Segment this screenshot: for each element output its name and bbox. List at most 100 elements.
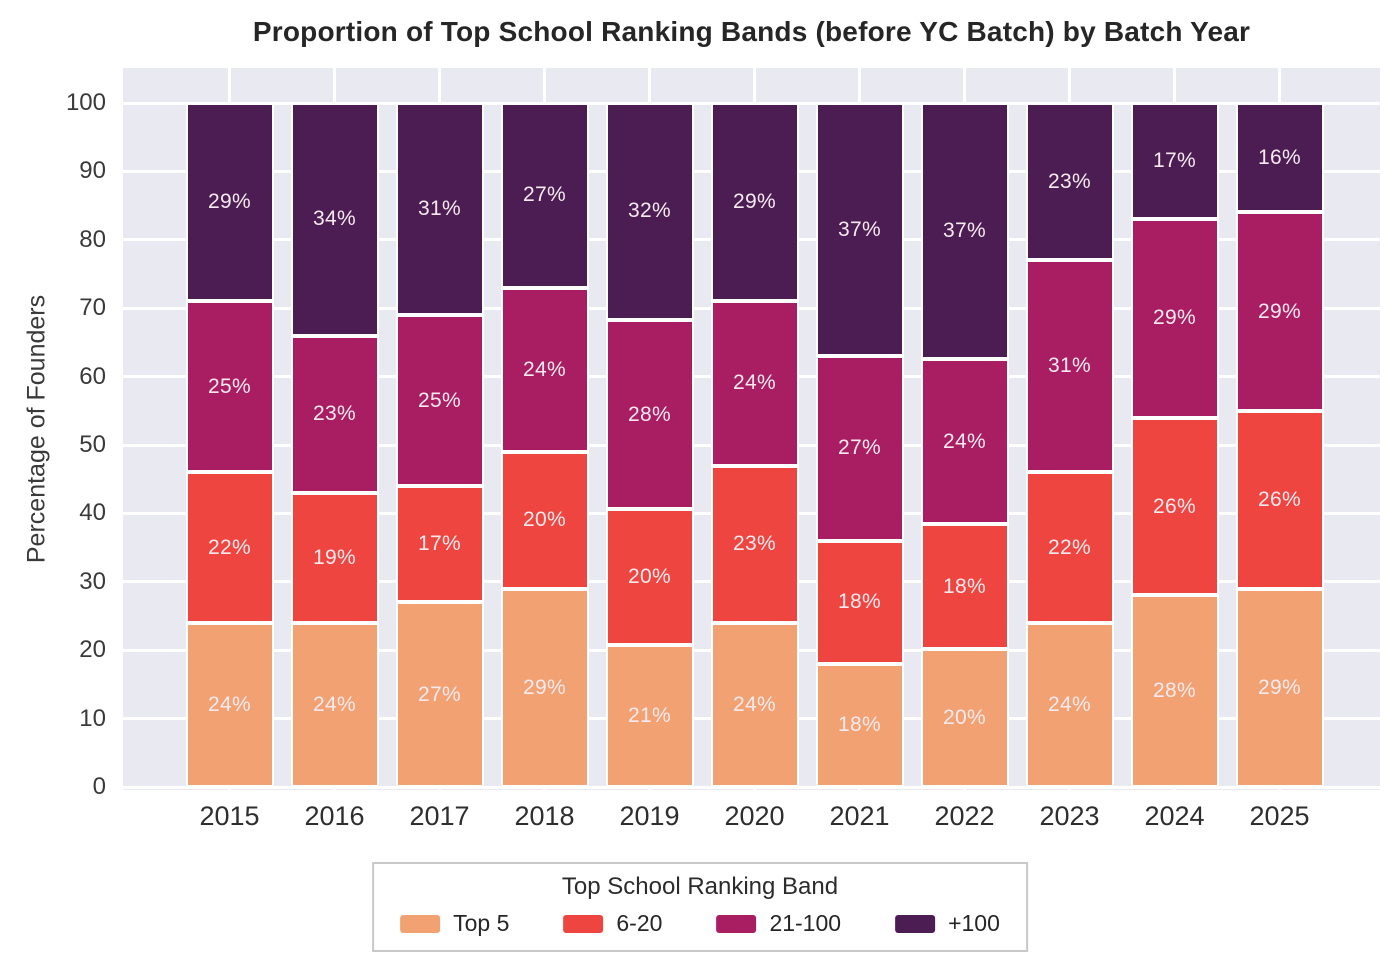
bar-value-label: 31%	[418, 197, 461, 221]
bar-value-label: 23%	[733, 532, 776, 556]
bar-value-label: 24%	[733, 371, 776, 395]
bar-segment-21-100: 28%	[605, 319, 694, 510]
y-tick-label: 30	[79, 567, 106, 595]
y-tick-label: 20	[79, 636, 106, 664]
x-tick-label: 2022	[934, 801, 995, 831]
x-tick-label: 2025	[1249, 801, 1310, 831]
x-tick-label: 2015	[199, 801, 260, 831]
x-tick-label: 2017	[409, 801, 470, 831]
bar-2023: 24% 22% 31% 23%	[1025, 103, 1114, 787]
bar-value-label: 25%	[208, 374, 251, 398]
bar-segment-top-5: 24%	[290, 622, 379, 787]
bar-2021: 18% 18% 27% 37%	[815, 103, 904, 787]
bar-segment-6-20: 26%	[1235, 410, 1324, 589]
y-tick-label: 0	[92, 773, 106, 800]
bar-value-label: 22%	[208, 535, 251, 559]
legend: Top School Ranking Band Top 5 6-20 21-100 +…	[372, 862, 1028, 952]
bar-value-label: 18%	[838, 590, 881, 614]
bar-value-label: 26%	[1258, 487, 1301, 511]
legend-item-label: 6-20	[616, 910, 663, 936]
bar-2025: 29% 26% 29% 16%	[1235, 103, 1324, 787]
bar-segment-6-20: 18%	[815, 540, 904, 664]
bar-2022: 20% 18% 24% 37%	[920, 103, 1009, 787]
bar-value-label: 28%	[628, 402, 671, 426]
legend-item-top-5: Top 5	[400, 910, 509, 937]
bar-segment-6-20: 22%	[185, 472, 274, 623]
bar-2015: 24% 22% 25% 29%	[185, 103, 274, 787]
bar-segment-6-20: 26%	[1130, 417, 1219, 596]
bar-value-label: 29%	[733, 190, 776, 214]
bar-segment-top-5: 21%	[605, 644, 694, 787]
bar-segment-6-20: 18%	[920, 524, 1009, 649]
x-tick-label: 2016	[304, 801, 365, 831]
bar-value-label: 24%	[313, 692, 356, 716]
legend-swatch	[563, 914, 604, 933]
bar-value-label: 19%	[313, 545, 356, 569]
legend-item-label: +100	[948, 910, 1000, 936]
x-tick-label: 2024	[1144, 801, 1205, 831]
legend-items: Top 5 6-20 21-100 +100	[400, 910, 1000, 937]
bar-segment-top-5: 24%	[185, 622, 274, 787]
y-tick-label: 70	[79, 294, 106, 322]
bar-segment-6-20: 22%	[1025, 472, 1114, 623]
chart-title: Proportion of Top School Ranking Bands (…	[252, 16, 1251, 47]
bar-segment-21-100: 29%	[1130, 219, 1219, 418]
bar-value-label: 21%	[628, 703, 671, 727]
bar-segment--100: 29%	[710, 103, 799, 302]
bar-2020: 24% 23% 24% 29%	[710, 103, 799, 787]
horizontal-gridline	[123, 785, 1380, 789]
bar-segment--100: 27%	[500, 103, 589, 288]
bar-segment-21-100: 24%	[710, 301, 799, 466]
x-tick-label: 2018	[514, 801, 575, 831]
bar-segment-top-5: 18%	[815, 663, 904, 787]
bar-value-label: 22%	[1048, 535, 1091, 559]
bar-segment-21-100: 25%	[185, 301, 274, 473]
bar-value-label: 23%	[1048, 169, 1091, 193]
bar-segment-21-100: 25%	[395, 315, 484, 487]
bar-value-label: 26%	[1153, 494, 1196, 518]
bar-value-label: 24%	[523, 357, 566, 381]
legend-swatch	[400, 914, 441, 933]
bar-segment-top-5: 28%	[1130, 595, 1219, 787]
plot-area: 24% 22% 25% 29% 24% 19% 23% 34% 27% 17% 25% 31% 29% 2…	[123, 68, 1380, 790]
bar-segment-21-100: 23%	[290, 335, 379, 493]
legend-item--100: +100	[895, 910, 1000, 937]
bar-segment--100: 16%	[1235, 103, 1324, 213]
legend-item-6-20: 6-20	[563, 910, 662, 937]
legend-item-label: 21-100	[769, 910, 842, 936]
y-tick-label: 100	[65, 89, 106, 116]
bar-2016: 24% 19% 23% 34%	[290, 103, 379, 787]
y-tick-label: 90	[79, 157, 106, 185]
bar-value-label: 29%	[1258, 299, 1301, 323]
bar-segment--100: 17%	[1130, 103, 1219, 220]
bar-segment-top-5: 24%	[710, 622, 799, 787]
bar-value-label: 24%	[208, 692, 251, 716]
bar-2018: 29% 20% 24% 27%	[500, 103, 589, 787]
bar-value-label: 27%	[418, 682, 461, 706]
bar-value-label: 20%	[628, 565, 671, 589]
bar-value-label: 32%	[628, 199, 671, 223]
bar-segment-6-20: 20%	[605, 509, 694, 645]
bar-segment-top-5: 20%	[920, 648, 1009, 787]
legend-swatch	[716, 914, 757, 933]
legend-swatch	[895, 914, 936, 933]
legend-item-21-100: 21-100	[716, 910, 841, 937]
legend-item-label: Top 5	[453, 910, 510, 936]
bar-segment--100: 32%	[605, 103, 694, 320]
bar-2019: 21% 20% 28% 32%	[605, 103, 694, 787]
bar-value-label: 27%	[523, 183, 566, 207]
bar-segment-top-5: 27%	[395, 602, 484, 787]
bar-segment--100: 37%	[920, 103, 1009, 359]
y-tick-label: 10	[79, 704, 106, 732]
legend-title: Top School Ranking Band	[561, 873, 839, 900]
bar-segment--100: 34%	[290, 103, 379, 336]
bar-value-label: 18%	[838, 713, 881, 737]
bar-segment-top-5: 29%	[1235, 588, 1324, 787]
bar-value-label: 17%	[1153, 149, 1196, 173]
bar-segment-21-100: 31%	[1025, 260, 1114, 473]
bar-segment--100: 37%	[815, 103, 904, 357]
bar-value-label: 29%	[1258, 675, 1301, 699]
bar-segment-top-5: 29%	[500, 588, 589, 787]
bar-segment-6-20: 19%	[290, 492, 379, 623]
